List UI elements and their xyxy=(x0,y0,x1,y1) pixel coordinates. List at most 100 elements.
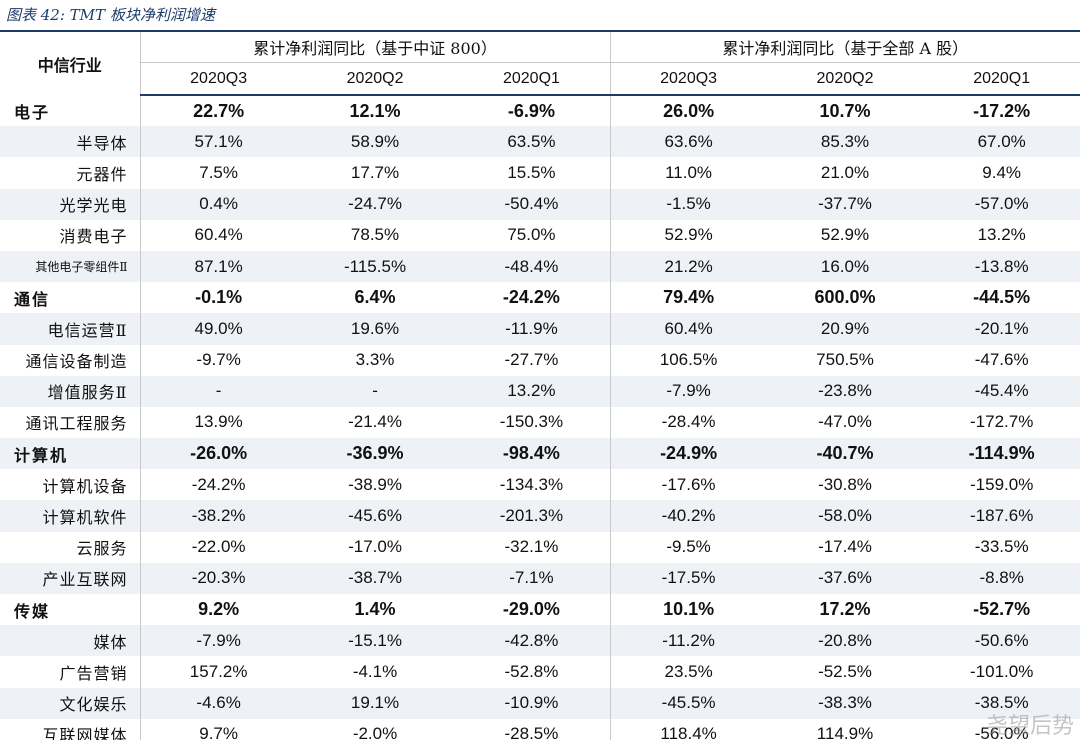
column-header-quarter: 2020Q1 xyxy=(453,62,611,96)
column-header-quarter: 2020Q3 xyxy=(140,62,297,96)
growth-cell: 13.2% xyxy=(977,225,1026,245)
growth-cell: 21.2% xyxy=(610,250,767,283)
growth-cell: -11.2% xyxy=(610,625,767,657)
table-row: 其他电子零组件Ⅱ 87.1% -115.5% -48.4% 21.2% 16.0% -13.… xyxy=(0,250,1080,283)
sector-row: 电子 22.7% 12.1% -6.9% 26.0% 10.7% -17.2% xyxy=(0,95,1080,127)
growth-cell: -23.8% xyxy=(766,375,924,407)
growth-cell: 58.9% xyxy=(296,126,454,158)
growth-cell: -38.2% xyxy=(140,500,297,532)
growth-cell: - xyxy=(140,375,297,407)
table-row: 文化娱乐 -4.6% 19.1% -10.9% -45.5% -38.3% -38.5% xyxy=(0,687,1080,719)
growth-cell: -24.2% xyxy=(453,282,611,314)
growth-cell: -24.9% xyxy=(610,438,767,470)
table-row: 光学光电 0.4% -24.7% -50.4% -1.5% -37.7% -57.0% xyxy=(0,188,1080,220)
growth-cell: 16.0% xyxy=(766,250,924,283)
growth-cell: -21.4% xyxy=(348,412,402,432)
growth-cell: 1.4% xyxy=(354,599,396,620)
table-row: 媒体 -7.9% -15.1% -42.8% -11.2% -20.8% -50.6% xyxy=(0,625,1080,657)
growth-cell: -52.5% xyxy=(818,661,872,681)
growth-cell: -17.0% xyxy=(348,537,402,557)
growth-cell: 118.4% xyxy=(660,724,717,740)
growth-cell: 106.5% xyxy=(659,350,718,370)
growth-cell: -10.9% xyxy=(453,687,611,719)
growth-cell: -22.0% xyxy=(191,537,246,557)
growth-cell: -27.7% xyxy=(453,344,611,376)
industry-name: 消费电子 xyxy=(0,219,141,251)
growth-cell: 87.1% xyxy=(140,250,297,283)
growth-cell: - xyxy=(296,375,454,407)
growth-cell: -15.1% xyxy=(296,625,454,657)
growth-cell: -7.9% xyxy=(140,625,297,657)
growth-cell: -150.3% xyxy=(453,406,611,439)
industry-name: 文化娱乐 xyxy=(0,687,141,719)
growth-cell: 13.9% xyxy=(194,412,243,432)
growth-cell: -134.3% xyxy=(453,469,611,501)
table-row: 元器件 7.5% 17.7% 15.5% 11.0% 21.0% 9.4% xyxy=(0,157,1080,189)
growth-cell: -101.0% xyxy=(970,661,1034,681)
figure-caption: 图表 42: TMT 板块净利润增速 xyxy=(6,6,215,24)
industry-name: 云服务 xyxy=(0,531,141,563)
industry-name: 电信运营Ⅱ xyxy=(0,313,141,345)
growth-cell: -33.5% xyxy=(974,537,1029,557)
industry-name: 半导体 xyxy=(0,126,141,158)
growth-cell: -187.6% xyxy=(923,500,1080,532)
growth-cell: -57.0% xyxy=(923,188,1080,220)
growth-cell: -42.8% xyxy=(453,625,611,657)
growth-cell: -20.8% xyxy=(766,625,924,657)
growth-cell: -40.2% xyxy=(610,500,767,532)
sector-name: 计算机 xyxy=(0,438,141,470)
growth-cell: 75.0% xyxy=(453,219,611,251)
industry-name: 光学光电 xyxy=(0,188,141,220)
growth-cell: -1.5% xyxy=(610,188,767,220)
table-row: 计算机软件 -38.2% -45.6% -201.3% -40.2% -58.0% -187… xyxy=(0,500,1080,532)
growth-cell: 6.4% xyxy=(354,287,396,308)
header-row-quarters: 2020Q3 2020Q2 2020Q1 2020Q3 2020Q2 2020Q… xyxy=(0,62,1080,96)
table-body: 电子 22.7% 12.1% -6.9% 26.0% 10.7% -17.2% 半导体 57.1… xyxy=(0,95,1080,740)
growth-cell: -9.5% xyxy=(666,537,711,557)
growth-cell: -36.9% xyxy=(296,438,454,470)
growth-cell: -50.6% xyxy=(923,625,1080,657)
growth-cell: -50.4% xyxy=(453,188,611,220)
header-row-groups: 中信行业 累计净利润同比（基于中证 800） 累计净利润同比（基于全部 A 股） xyxy=(0,30,1080,95)
growth-cell: -26.0% xyxy=(140,438,297,470)
growth-cell: -30.8% xyxy=(818,474,872,494)
industry-name: 互联网媒体 xyxy=(0,718,141,740)
growth-cell: 21.0% xyxy=(820,162,870,182)
growth-cell: -40.7% xyxy=(766,438,924,470)
table-row: 增值服务Ⅱ - -13.2% -7.9% -23.8% -45.4% xyxy=(0,375,1080,407)
growth-cell: 3.3% xyxy=(355,350,395,370)
growth-cell: -17.5% xyxy=(610,562,767,594)
growth-cell: -20.1% xyxy=(923,313,1080,345)
growth-cell: -24.7% xyxy=(296,188,454,220)
growth-cell: 57.1% xyxy=(140,126,297,158)
growth-cell: 9.7% xyxy=(199,724,238,740)
growth-cell: 15.5% xyxy=(453,157,611,189)
growth-cell: 157.2% xyxy=(189,661,248,681)
growth-cell: -38.7% xyxy=(296,562,454,594)
growth-cell: 60.4% xyxy=(194,225,243,245)
growth-cell: 63.5% xyxy=(453,126,611,158)
growth-cell: 85.3% xyxy=(766,126,924,158)
industry-name: 通讯工程服务 xyxy=(0,406,141,439)
sector-name: 电子 xyxy=(0,95,141,127)
growth-cell: -58.0% xyxy=(766,500,924,532)
growth-cell: -38.5% xyxy=(923,687,1080,719)
growth-cell: -115.5% xyxy=(296,250,454,283)
growth-cell: -45.6% xyxy=(296,500,454,532)
growth-cell: 600.0% xyxy=(814,287,876,308)
sector-row: 传媒 9.2% 1.4% -29.0% 10.1% 17.2% -52.7% xyxy=(0,594,1080,626)
growth-cell: -2.0% xyxy=(352,724,398,740)
column-header-quarter: 2020Q3 xyxy=(610,62,767,96)
growth-cell: 17.2% xyxy=(819,599,871,620)
growth-cell: -48.4% xyxy=(453,250,611,283)
growth-cell: -7.9% xyxy=(610,375,767,407)
growth-cell: 63.6% xyxy=(610,126,767,158)
growth-cell: 60.4% xyxy=(610,313,767,345)
column-header-quarter: 2020Q2 xyxy=(766,62,924,96)
growth-cell: 22.7% xyxy=(193,100,245,121)
tmt-profit-growth-table: 中信行业 累计净利润同比（基于中证 800） 累计净利润同比（基于全部 A 股）… xyxy=(0,30,1080,740)
growth-cell: -29.0% xyxy=(453,594,611,626)
table-row: 云服务 -22.0% -17.0% -32.1% -9.5% -17.4% -33.5% xyxy=(0,531,1080,563)
sector-name: 传媒 xyxy=(0,594,141,626)
sector-row: 计算机 -26.0% -36.9% -98.4% -24.9% -40.7% -114.9% xyxy=(0,438,1080,470)
